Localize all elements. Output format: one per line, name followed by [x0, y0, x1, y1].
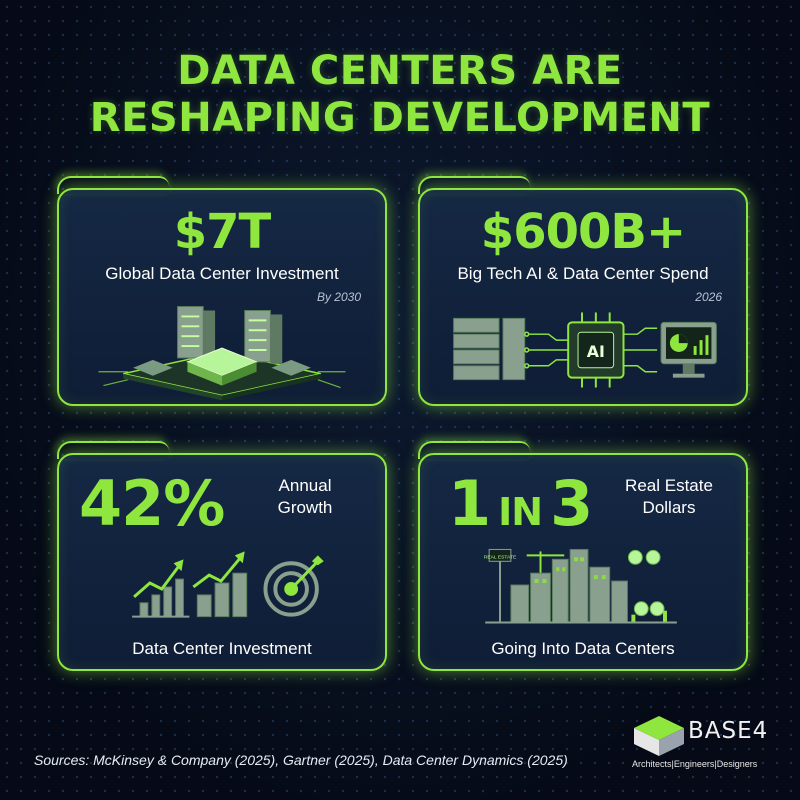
stat-card-investment: $7T Global Data Center Investment By 203… — [57, 176, 387, 406]
company-logo: BASE4 Architects|Engineers|Designers — [632, 714, 772, 774]
stat-side-label: Annual Growth — [277, 476, 333, 517]
stat-value: $7T — [173, 204, 272, 260]
logo-wordmark: BASE4 — [688, 718, 769, 744]
stat-label: Data Center Investment — [132, 639, 312, 658]
stat-value: $600B+ — [480, 204, 686, 260]
stat-side-label: Real Estate Dollars — [625, 476, 713, 517]
server-rack-icon — [98, 306, 346, 401]
stat-card-real-estate-share: 1 IN 3 Real Estate Dollars REAL ESTATE Goi… — [418, 441, 748, 671]
sources-citation: Sources: McKinsey & Company (2025), Gart… — [34, 752, 568, 768]
cube-logo-icon — [634, 716, 684, 756]
stat-note: By 2030 — [316, 290, 361, 304]
stat-value: 42% — [79, 467, 225, 540]
stat-label: Big Tech AI & Data Center Spend — [457, 264, 709, 283]
stat-label: Going Into Data Centers — [491, 639, 675, 658]
ai-chip-icon: AI — [453, 312, 717, 388]
stat-value-c: 3 — [550, 467, 593, 540]
title-line-1: DATA CENTERS ARE — [177, 48, 623, 94]
stat-card-big-tech-spend: $600B+ Big Tech AI & Data Center Spend 2… — [418, 176, 748, 406]
stat-card-annual-growth: 42% Annual Growth Data Center Investment — [57, 441, 387, 671]
stat-value-a: 1 — [448, 467, 491, 540]
ai-chip-label: AI — [587, 342, 605, 361]
stat-note: 2026 — [695, 290, 722, 304]
real-estate-sign-label: REAL ESTATE — [484, 554, 517, 560]
stat-label: Global Data Center Investment — [105, 264, 339, 283]
stat-value-b: IN — [498, 490, 543, 534]
growth-chart-icon — [132, 551, 324, 618]
title-line-2: RESHAPING DEVELOPMENT — [89, 95, 711, 141]
logo-tagline: Architects|Engineers|Designers — [632, 759, 758, 769]
page-title: DATA CENTERS ARE RESHAPING DEVELOPMENT — [0, 48, 800, 142]
city-skyline-icon: REAL ESTATE — [484, 548, 677, 624]
stat-value: 1 IN 3 — [448, 469, 608, 547]
